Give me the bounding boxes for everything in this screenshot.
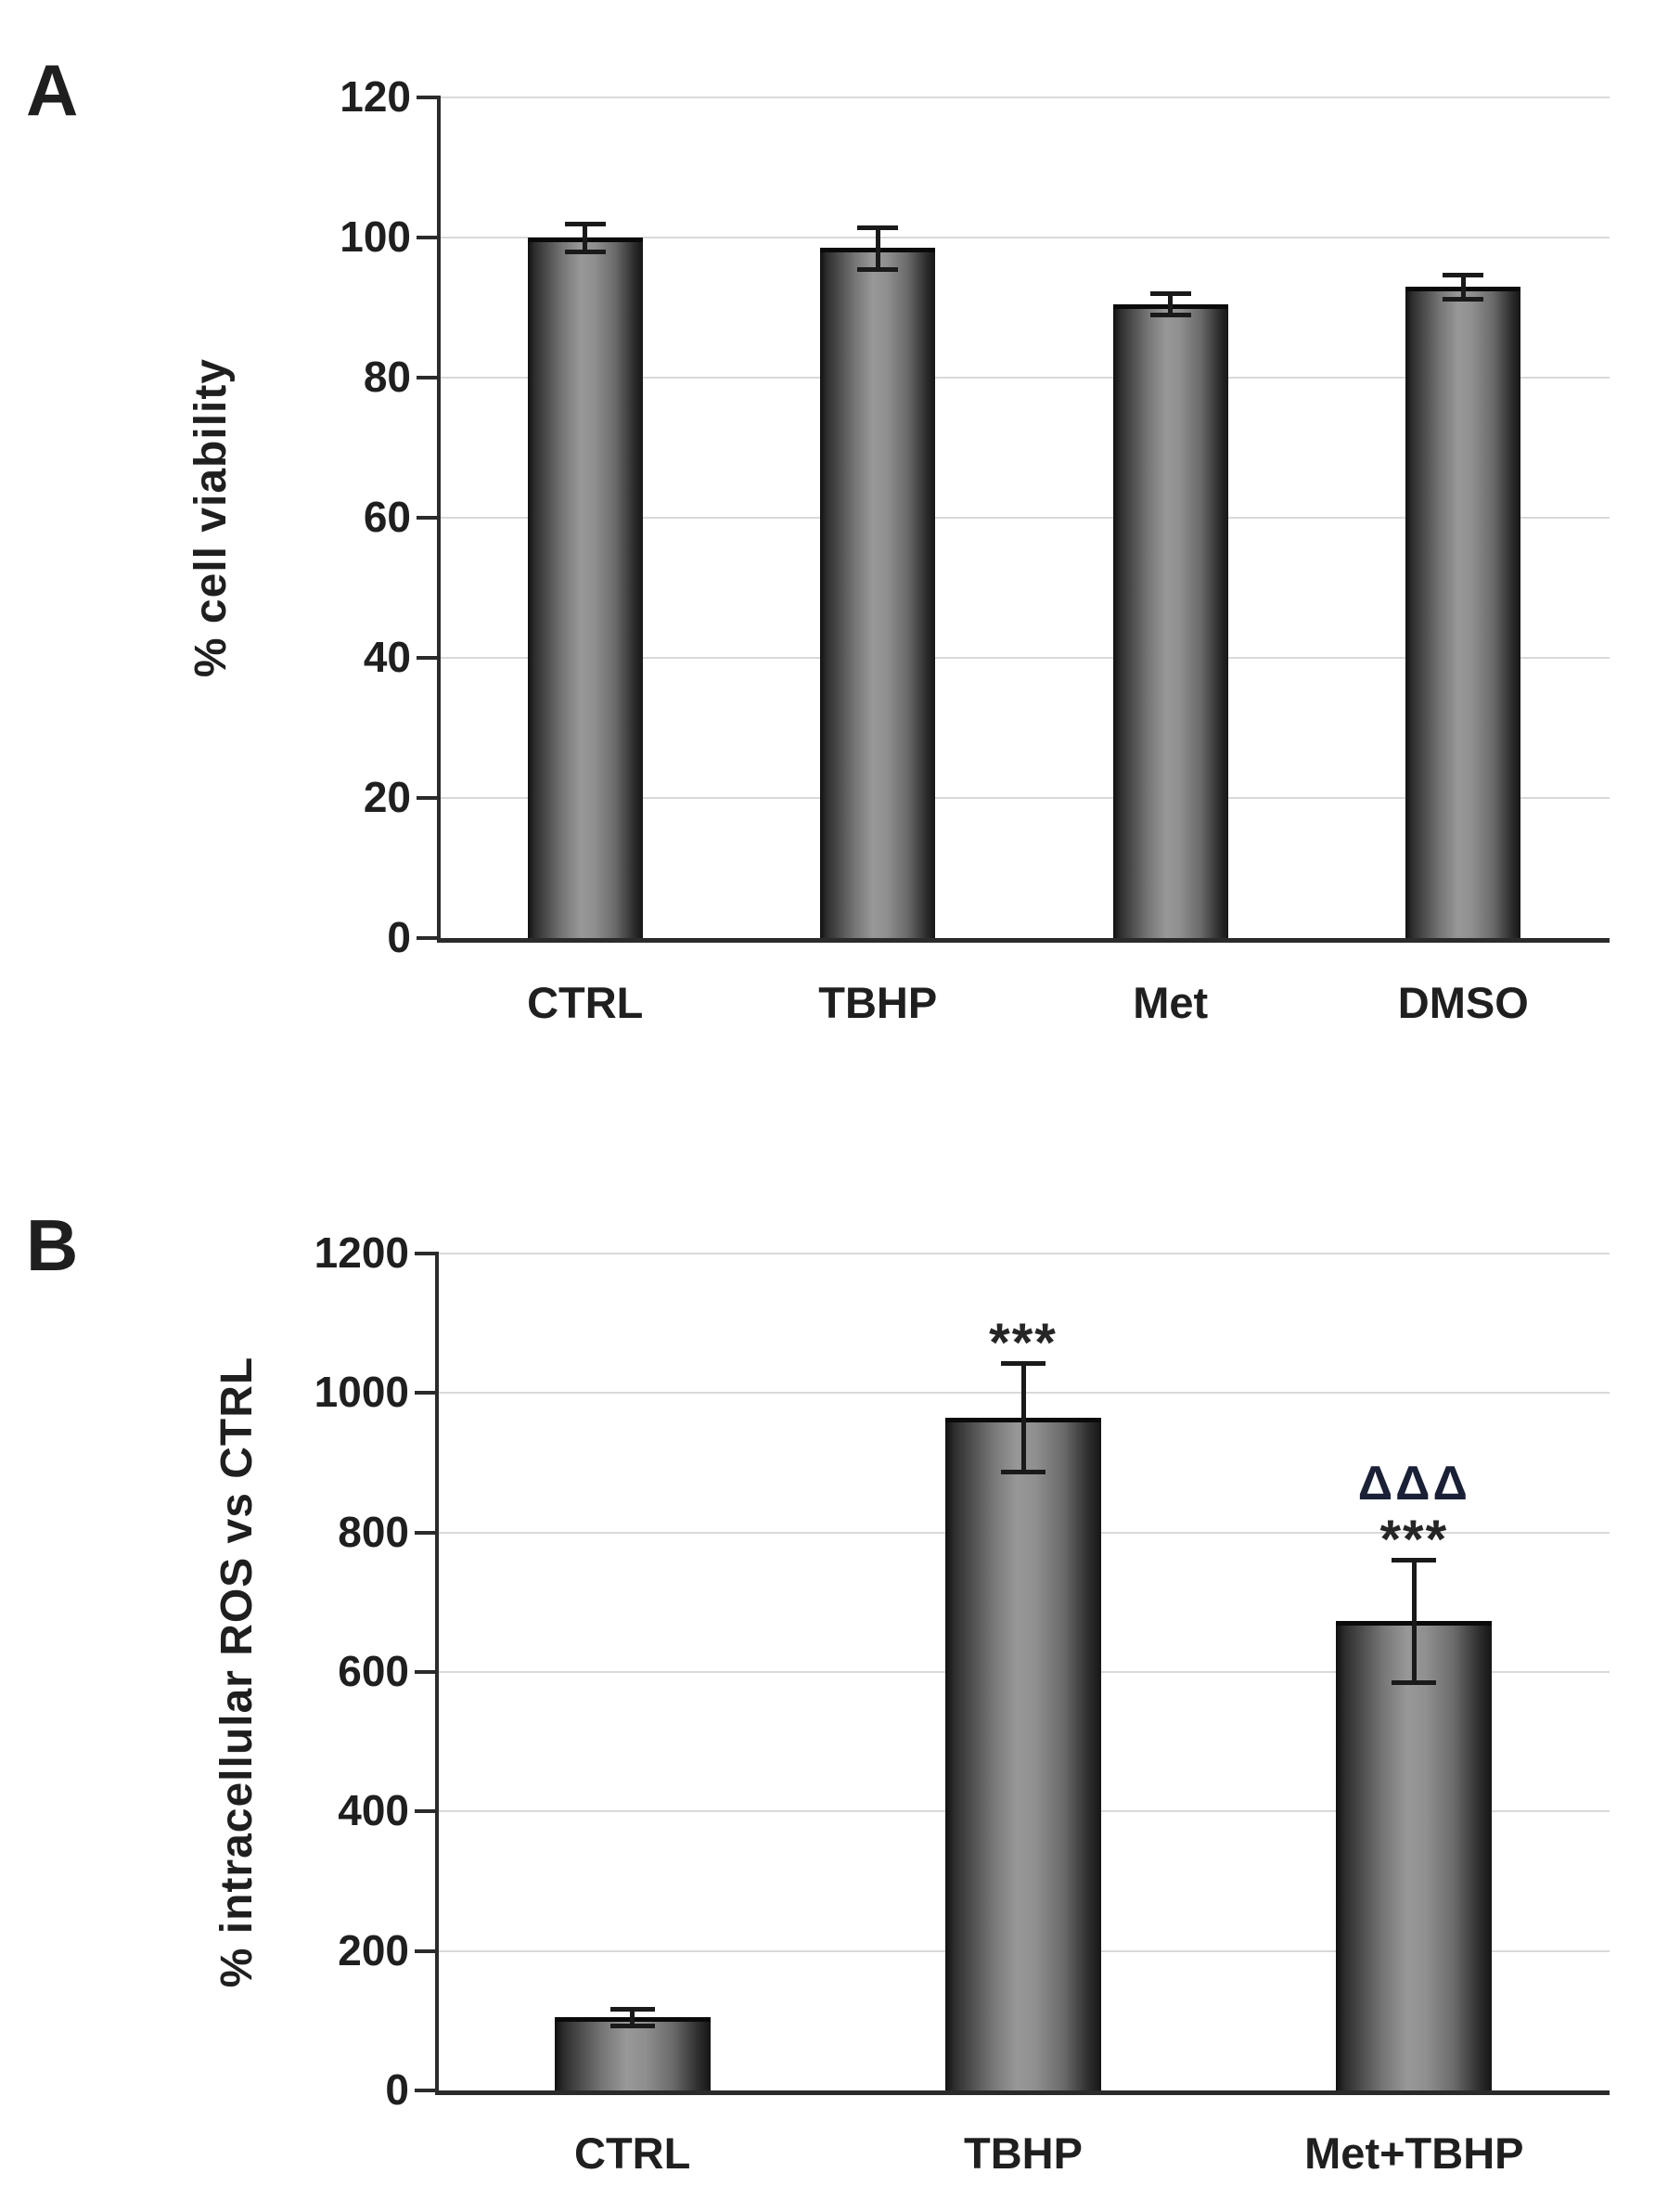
- error-bar-cap: [564, 221, 606, 226]
- error-bar-cap: [1149, 313, 1191, 318]
- x-axis-line: [437, 938, 1610, 943]
- y-axis-tick: [415, 1391, 437, 1395]
- error-bar-stem: [630, 2009, 635, 2026]
- panel-b-label: B: [26, 1204, 79, 1286]
- y-tick-label: 100: [340, 212, 411, 261]
- y-axis-tick: [417, 376, 439, 379]
- error-bar-cap: [1392, 1557, 1437, 1563]
- y-axis-tick: [415, 1809, 437, 1814]
- y-tick-label: 60: [363, 493, 411, 541]
- bar-dmso: [1405, 286, 1521, 938]
- error-bar-stem: [1020, 1363, 1026, 1473]
- error-bar-cap: [1392, 1680, 1437, 1686]
- y-tick-label: 400: [338, 1786, 409, 1835]
- y-gridline: [437, 1253, 1610, 1254]
- category-label: TBHP: [818, 978, 938, 1027]
- category-label: CTRL: [574, 2128, 691, 2178]
- y-axis-title: % intracellular ROS vs CTRL: [212, 1356, 262, 1988]
- error-bar-cap: [1149, 291, 1191, 297]
- y-gridline: [439, 517, 1610, 519]
- significance-annotation: ***: [989, 1313, 1058, 1373]
- bar-tbhp: [945, 1417, 1101, 2090]
- category-label: CTRL: [527, 978, 644, 1027]
- x-axis-line: [435, 2090, 1610, 2095]
- y-gridline: [439, 377, 1610, 379]
- y-tick-label: 1000: [314, 1368, 409, 1417]
- y-axis-tick: [417, 796, 439, 800]
- y-tick-label: 80: [363, 353, 411, 401]
- category-label: Met: [1133, 978, 1209, 1027]
- y-tick-label: 40: [363, 633, 411, 681]
- y-axis-tick: [417, 236, 439, 239]
- y-axis-tick: [415, 1670, 437, 1674]
- y-axis-line: [437, 96, 441, 938]
- bar-tbhp: [820, 248, 936, 938]
- y-axis-tick: [415, 1530, 437, 1535]
- bar-met-tbhp: [1336, 1621, 1493, 2090]
- y-tick-label: 120: [340, 72, 411, 121]
- category-label: DMSO: [1397, 978, 1529, 1027]
- error-bar-stem: [1411, 1559, 1417, 1683]
- error-bar-cap: [1001, 1361, 1046, 1366]
- y-tick-label: 200: [338, 1925, 409, 1974]
- error-bar-cap: [1443, 273, 1484, 277]
- y-tick-label: 0: [387, 913, 411, 961]
- error-bar-stem: [875, 226, 880, 269]
- y-tick-label: 800: [338, 1507, 409, 1556]
- y-tick-label: 1200: [314, 1228, 409, 1277]
- y-tick-label: 0: [385, 2065, 409, 2114]
- y-axis-tick: [415, 1948, 437, 1953]
- panel-a-label: A: [26, 49, 79, 131]
- error-bar-cap: [609, 2024, 655, 2029]
- y-tick-label: 20: [363, 773, 411, 821]
- bar-ctrl: [527, 238, 643, 938]
- y-axis-tick: [415, 2089, 437, 2092]
- error-bar-cap: [1443, 296, 1484, 302]
- y-axis-tick: [417, 516, 439, 520]
- y-gridline: [439, 237, 1610, 238]
- error-bar-stem: [1168, 293, 1174, 315]
- error-bar-cap: [564, 250, 606, 255]
- error-bar-cap: [1001, 1470, 1046, 1475]
- error-bar-cap: [857, 266, 899, 272]
- error-bar-cap: [857, 225, 899, 230]
- error-bar-cap: [609, 2007, 655, 2013]
- y-axis-tick: [417, 96, 439, 99]
- significance-annotation: ΔΔΔ: [1357, 1456, 1470, 1511]
- y-gridline: [439, 96, 1610, 98]
- y-tick-label: 600: [338, 1647, 409, 1695]
- y-axis-tick: [417, 936, 439, 940]
- y-gridline: [439, 657, 1610, 659]
- error-bar-stem: [1460, 275, 1466, 299]
- category-label: TBHP: [964, 2128, 1083, 2178]
- error-bar-stem: [583, 223, 588, 252]
- y-axis-tick: [415, 1252, 437, 1255]
- category-label: Met+TBHP: [1304, 2128, 1524, 2178]
- y-axis-line: [435, 1252, 439, 2090]
- y-gridline: [439, 797, 1610, 799]
- significance-annotation: ***: [1379, 1509, 1449, 1570]
- y-axis-tick: [417, 656, 439, 660]
